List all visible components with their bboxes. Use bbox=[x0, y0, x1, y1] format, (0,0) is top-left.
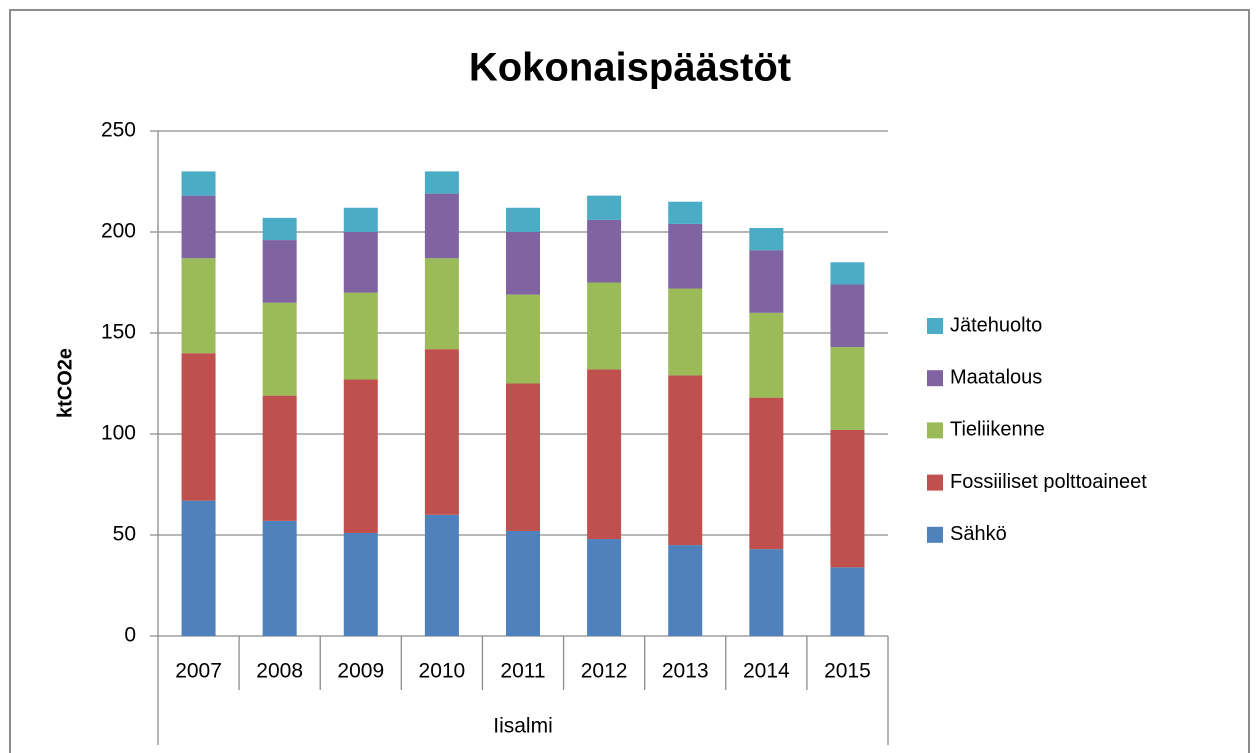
y-tick-label: 100 bbox=[101, 422, 136, 445]
x-tick-label: 2007 bbox=[175, 660, 222, 683]
legend-swatch bbox=[927, 474, 943, 491]
bar-segment bbox=[424, 171, 459, 194]
bar-segment bbox=[749, 227, 784, 251]
x-tick-label: 2010 bbox=[419, 660, 466, 683]
x-group-label: Iisalmi bbox=[493, 715, 553, 738]
bar-segment bbox=[262, 520, 297, 636]
bar-segment bbox=[343, 207, 378, 232]
bar-segment bbox=[343, 232, 378, 293]
bar-segment bbox=[830, 284, 865, 348]
bar-segment bbox=[668, 375, 703, 546]
bar-segment bbox=[830, 429, 865, 568]
bar-segment bbox=[424, 514, 459, 636]
bar-segment bbox=[830, 567, 865, 636]
bar-segment bbox=[749, 397, 784, 550]
x-tick-label: 2014 bbox=[743, 660, 790, 683]
legend-label: Jätehuolto bbox=[950, 314, 1042, 336]
bar-segment bbox=[181, 195, 216, 259]
bar-segment bbox=[749, 549, 784, 636]
bar-segment bbox=[506, 207, 540, 232]
bar-segment bbox=[181, 258, 216, 354]
bar-segment bbox=[343, 292, 378, 380]
legend-label: Fossiiliset polttoaineet bbox=[950, 471, 1147, 493]
bar-segment bbox=[262, 395, 297, 521]
legend-label: Tieliikenne bbox=[950, 419, 1045, 441]
x-tick-label: 2012 bbox=[581, 660, 628, 683]
chart-title: Kokonaispäästöt bbox=[469, 46, 791, 90]
y-tick-label: 50 bbox=[113, 523, 136, 546]
bar-segment bbox=[424, 193, 459, 259]
legend-swatch bbox=[927, 370, 943, 387]
x-tick-label: 2013 bbox=[662, 660, 709, 683]
bar-segment bbox=[587, 282, 622, 370]
bar-segment bbox=[424, 258, 459, 350]
chart-frame bbox=[9, 9, 1250, 753]
y-axis-title: ktCO2e bbox=[54, 348, 76, 418]
bar-segment bbox=[587, 219, 622, 283]
bar-segment bbox=[668, 201, 703, 224]
y-tick-label: 200 bbox=[101, 220, 136, 243]
bar-segment bbox=[587, 195, 622, 220]
bar-segment bbox=[668, 223, 703, 289]
y-tick-label: 0 bbox=[124, 624, 136, 647]
bar-segment bbox=[587, 539, 622, 636]
bar-segment bbox=[262, 217, 297, 241]
bar-segment bbox=[668, 288, 703, 376]
bar-segment bbox=[262, 240, 297, 303]
bar-segment bbox=[668, 545, 703, 636]
bar-segment bbox=[343, 532, 378, 636]
bar-segment bbox=[830, 347, 865, 430]
x-tick-label: 2011 bbox=[500, 660, 545, 683]
y-tick-label: 150 bbox=[101, 321, 136, 344]
bar-segment bbox=[749, 250, 784, 313]
legend-swatch bbox=[927, 422, 943, 439]
x-tick-label: 2008 bbox=[256, 660, 303, 683]
legend-swatch bbox=[927, 318, 943, 334]
bar-segment bbox=[262, 302, 297, 396]
x-tick-label: 2009 bbox=[337, 660, 384, 683]
y-tick-label: 250 bbox=[101, 119, 136, 142]
bar-segment bbox=[506, 294, 540, 384]
bar-segment bbox=[181, 171, 216, 196]
legend-label: Sähkö bbox=[950, 523, 1007, 545]
bar-segment bbox=[587, 369, 622, 540]
bar-segment bbox=[343, 379, 378, 533]
bar-segment bbox=[424, 349, 459, 515]
legend-swatch bbox=[927, 526, 943, 543]
bar-segment bbox=[506, 232, 540, 295]
bar-segment bbox=[181, 353, 216, 501]
legend-label: Maatalous bbox=[950, 366, 1042, 388]
bar-segment bbox=[749, 312, 784, 398]
bar-segment bbox=[506, 530, 540, 636]
bar-segment bbox=[830, 262, 865, 285]
bar-segment bbox=[506, 383, 540, 531]
bar-segment bbox=[181, 500, 216, 636]
x-tick-label: 2015 bbox=[824, 660, 871, 683]
